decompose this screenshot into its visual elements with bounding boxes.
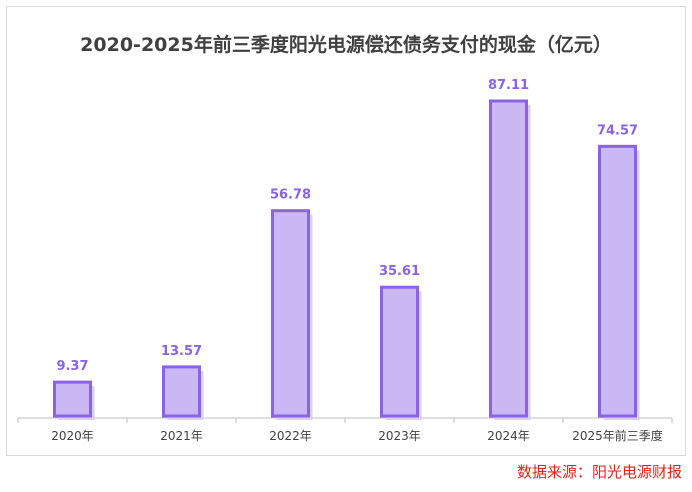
bar-2020年 — [53, 380, 92, 418]
value-label: 74.57 — [597, 123, 638, 138]
x-axis-ticks — [17, 418, 673, 423]
value-label-group: 9.37 13.57 56.78 35.61 87.11 74.57 — [56, 78, 638, 374]
source-note: 数据来源：阳光电源财报 — [516, 463, 682, 481]
chart-title: 2020-2025年前三季度阳光电源偿还债务支付的现金（亿元） — [80, 34, 612, 56]
category-label: 2021年 — [160, 429, 203, 443]
value-label: 9.37 — [56, 359, 88, 374]
category-label: 2025年前三季度 — [572, 428, 663, 443]
category-label: 2024年 — [487, 429, 530, 443]
value-label: 35.61 — [379, 264, 420, 279]
category-label: 2022年 — [269, 429, 312, 443]
bar-2025年前三季度 — [598, 144, 637, 418]
bar-2021年 — [162, 365, 201, 418]
category-label-group: 2020年 2021年 2022年 2023年 2024年 2025年前三季度 — [51, 428, 663, 443]
value-label: 13.57 — [161, 344, 202, 359]
category-label: 2023年 — [378, 429, 421, 443]
value-label: 56.78 — [270, 188, 311, 203]
value-label: 87.11 — [488, 78, 529, 93]
chart-frame — [6, 6, 686, 456]
bar-2024年 — [489, 99, 528, 418]
category-label: 2020年 — [51, 429, 94, 443]
bar-group — [53, 99, 640, 420]
bar-2023年 — [380, 285, 419, 418]
bar-2022年 — [271, 209, 310, 418]
